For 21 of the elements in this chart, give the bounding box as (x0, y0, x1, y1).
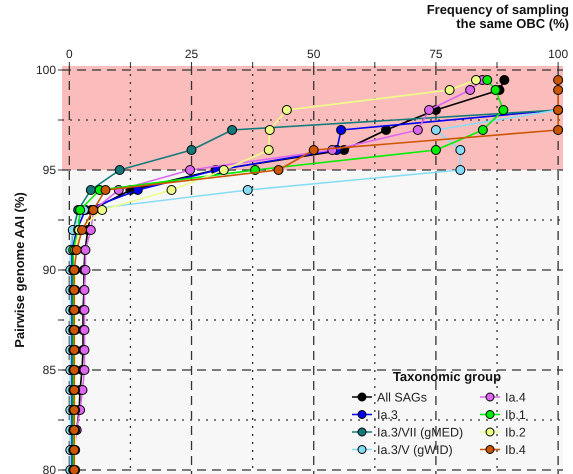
x-tick-label: 0 (66, 47, 73, 61)
legend-label: Ib.4 (505, 443, 526, 457)
legend-label: Ia.3 (377, 408, 398, 422)
x-axis-title: Frequency of sampling the same OBC (%) (426, 2, 570, 31)
y-tick-label: 95 (42, 163, 56, 177)
y-tick-label: 90 (42, 263, 56, 277)
legend-label: Ia.3/V (gWID) (377, 443, 453, 457)
y-tick-label: 100 (36, 63, 56, 77)
legend-label: Ib.1 (505, 408, 526, 422)
y-tick-label: 85 (42, 363, 56, 377)
legend-label: Ib.2 (505, 426, 526, 440)
legend-label: Ia.4 (505, 390, 526, 404)
x-tick-label: 100 (548, 47, 568, 61)
legend-title: Taxonomic group (392, 369, 502, 384)
y-axis-title: Pairwise genome AAI (%) (12, 192, 27, 348)
legend-label: All SAGs (377, 390, 428, 404)
x-tick-label: 75 (429, 47, 443, 61)
legend-label: Ia.3/VII (gMED) (377, 426, 464, 440)
x-tick-label: 25 (184, 47, 199, 61)
y-tick-label: 80 (42, 463, 56, 474)
x-tick-label: 50 (307, 47, 321, 61)
